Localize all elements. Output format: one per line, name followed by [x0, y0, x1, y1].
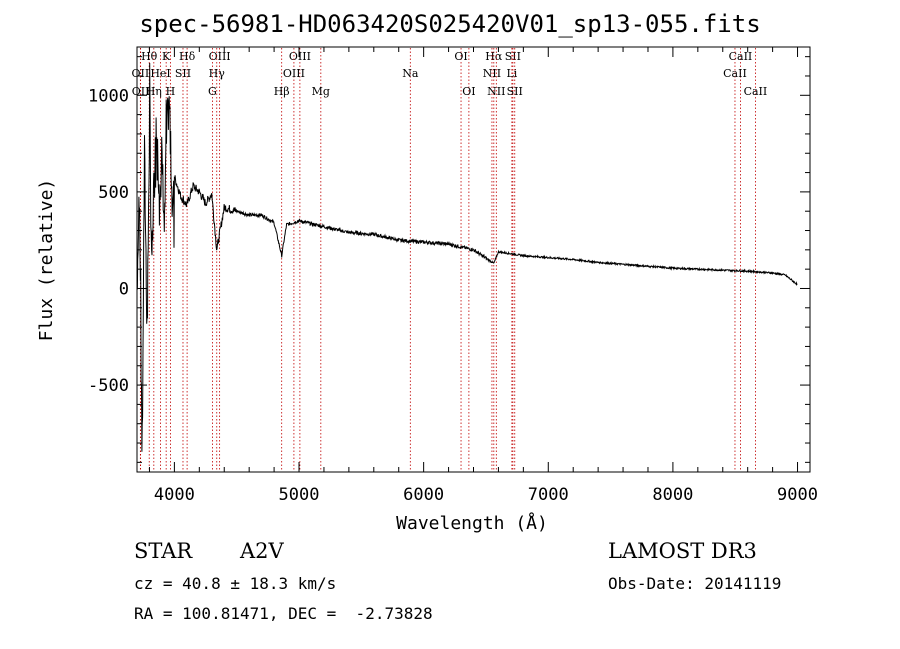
y-tick-label: 500 [98, 183, 129, 203]
flux-trace-group [136, 62, 798, 452]
y-tick-label: 0 [119, 279, 129, 299]
spectral-line-label: G [208, 85, 217, 98]
spectral-line-label: Hη [146, 85, 162, 98]
spectral-line-label: OI [462, 85, 475, 98]
flux-trace [136, 62, 798, 452]
spectral-line-label: Hδ [179, 50, 196, 63]
spectral-line-label: OIII [283, 67, 305, 80]
survey-name: LAMOST DR3 [608, 539, 757, 563]
y-tick-label: 1000 [88, 86, 129, 106]
spectral-line-label: Li [506, 67, 517, 80]
spectral-line-label: NII [483, 67, 501, 80]
redshift-readout: cz = 40.8 ± 18.3 km/s [134, 574, 337, 593]
spectral-line-label: CaII [729, 50, 753, 63]
object-subclass: A2V [240, 539, 284, 563]
spectral-line-label: Na [402, 67, 419, 80]
spectral-line-label: OIII [289, 50, 311, 63]
spectral-line-label: SII [505, 50, 521, 63]
y-tick-label: -500 [88, 376, 129, 396]
spectral-line-label: H [166, 85, 176, 98]
spectral-line-label: CaII [744, 85, 768, 98]
x-tick-label: 4000 [154, 485, 195, 505]
x-tick-label: 6000 [403, 485, 444, 505]
spectral-line-label: Hα [485, 50, 503, 63]
spectral-line-label: CaII [723, 67, 747, 80]
axes: 4000 5000 6000 7000 8000 9000 -500 0 500 1000 [88, 47, 818, 505]
x-axis-label: Wavelength (Å) [396, 512, 548, 534]
spectral-line-label: Hβ [274, 85, 290, 98]
x-tick-label: 5000 [279, 485, 320, 505]
spectral-line-label: HeI [150, 67, 170, 80]
x-tick-label: 9000 [777, 485, 818, 505]
spectral-line-label: SII [507, 85, 523, 98]
spectral-line-label: Mg [312, 85, 330, 98]
y-axis-label: Flux (relative) [36, 179, 57, 342]
spectral-line-label: OIII [209, 50, 231, 63]
spectral-line-label: OII [132, 85, 150, 98]
obs-date: Obs-Date: 20141119 [608, 574, 782, 593]
spectral-line-label: Hγ [209, 67, 226, 80]
spectral-line-label: K [162, 50, 171, 63]
spectral-line-label: NII [487, 85, 505, 98]
spectral-line-label: SII [175, 67, 191, 80]
spectral-line-label: OI [454, 50, 467, 63]
coordinates: RA = 100.81471, DEC = -2.73828 [134, 604, 433, 623]
object-class: STAR [134, 539, 193, 563]
chart-title: spec-56981-HD063420S025420V01_sp13-055.f… [139, 10, 761, 38]
x-tick-label: 7000 [528, 485, 569, 505]
x-tick-label: 8000 [652, 485, 693, 505]
plot-frame [136, 46, 811, 473]
